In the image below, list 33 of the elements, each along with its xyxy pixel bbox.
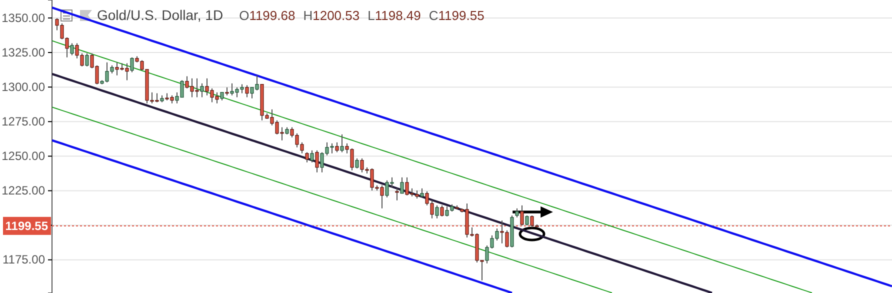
candlestick [400, 176, 404, 194]
candlestick [440, 204, 444, 217]
candlestick [525, 214, 529, 226]
y-tick-label: 1275.00 [2, 114, 46, 128]
ref-line-label: 1199.55 [5, 218, 48, 233]
candlestick [310, 150, 314, 163]
line-series [52, 72, 714, 293]
candlestick [315, 150, 319, 173]
y-tick-label: 1225.00 [2, 184, 46, 198]
line-series [52, 106, 612, 293]
y-tick-label: 1250.00 [2, 149, 46, 164]
candlestick [335, 142, 339, 153]
annotation: L1198.49 [368, 8, 421, 23]
candlestick [340, 134, 344, 153]
y-tick-label: 1175.00 [2, 252, 46, 267]
y-tick-label: 1350.00 [2, 10, 46, 25]
candlestick [245, 84, 249, 98]
y-tick-label: 1300.00 [2, 80, 46, 94]
text: Gold/U.S. Dollar, 1D [97, 7, 224, 23]
candlestick [130, 56, 134, 73]
annotation: O1199.68 [239, 8, 296, 23]
line-series [52, 139, 514, 293]
annotation: H1200.53 [303, 8, 360, 23]
candlestick [85, 52, 89, 67]
candlestick [395, 188, 399, 201]
candlestick [355, 158, 359, 169]
line-series [52, 6, 892, 288]
candlestick [435, 204, 439, 219]
candlestick [200, 82, 204, 98]
y-tick-label: 1325.00 [2, 45, 46, 60]
annotation: C1199.55 [428, 8, 484, 23]
candlestick [305, 152, 309, 163]
candlestick [70, 42, 74, 56]
